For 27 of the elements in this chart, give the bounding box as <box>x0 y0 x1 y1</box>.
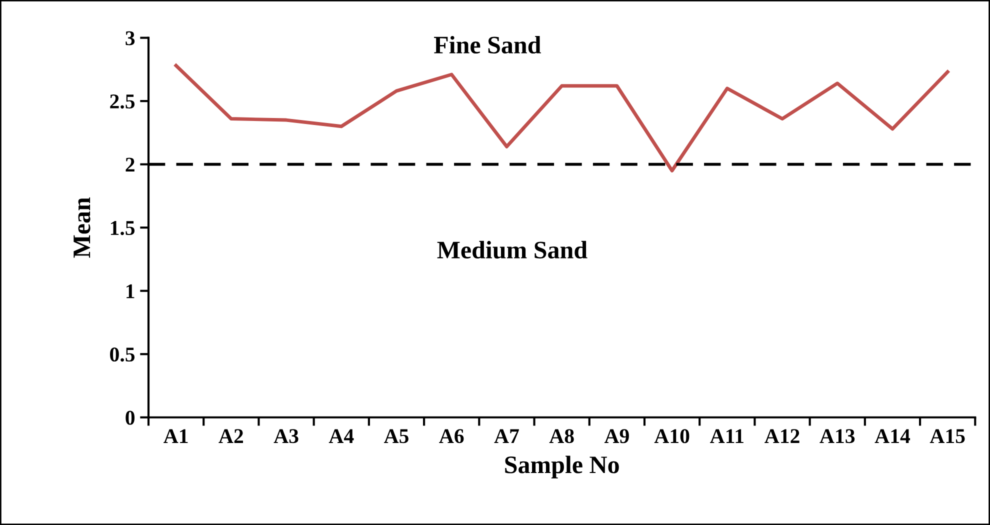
x-tick-label: A8 <box>549 429 574 444</box>
x-tick-label: A12 <box>764 429 800 443</box>
x-tick-label: A2 <box>218 429 243 443</box>
x-tick-label: A7 <box>494 429 519 443</box>
x-tick-label: A15 <box>930 429 965 444</box>
x-tick-label: A11 <box>710 429 744 443</box>
annotation: Medium Sand <box>437 240 588 259</box>
y-tick-label: 0 <box>126 410 135 425</box>
y-tick-label: 1.5 <box>110 221 135 236</box>
x-axis-title: Sample No <box>505 456 619 478</box>
y-tick-label: 0.5 <box>110 347 135 362</box>
x-tick-label: A4 <box>328 429 354 443</box>
x-tick-label: A1 <box>164 429 188 443</box>
x-tick-label: A14 <box>874 429 910 443</box>
line-series <box>174 64 950 172</box>
x-tick-label: A6 <box>439 429 464 444</box>
annotation: Fine Sand <box>434 36 541 54</box>
x-tick-label: A10 <box>654 429 690 444</box>
y-tick-label: 3 <box>126 31 135 46</box>
x-tick-label: A9 <box>604 429 629 444</box>
x-tick-label: A13 <box>820 429 855 444</box>
x-tick-label: A5 <box>384 429 408 444</box>
x-tick-label: A3 <box>274 429 298 444</box>
y-tick-label: 2 <box>126 158 134 172</box>
y-axis-title: Mean <box>74 197 90 258</box>
y-tick-label: 1 <box>126 284 134 298</box>
y-tick-label: 2.5 <box>110 94 135 109</box>
